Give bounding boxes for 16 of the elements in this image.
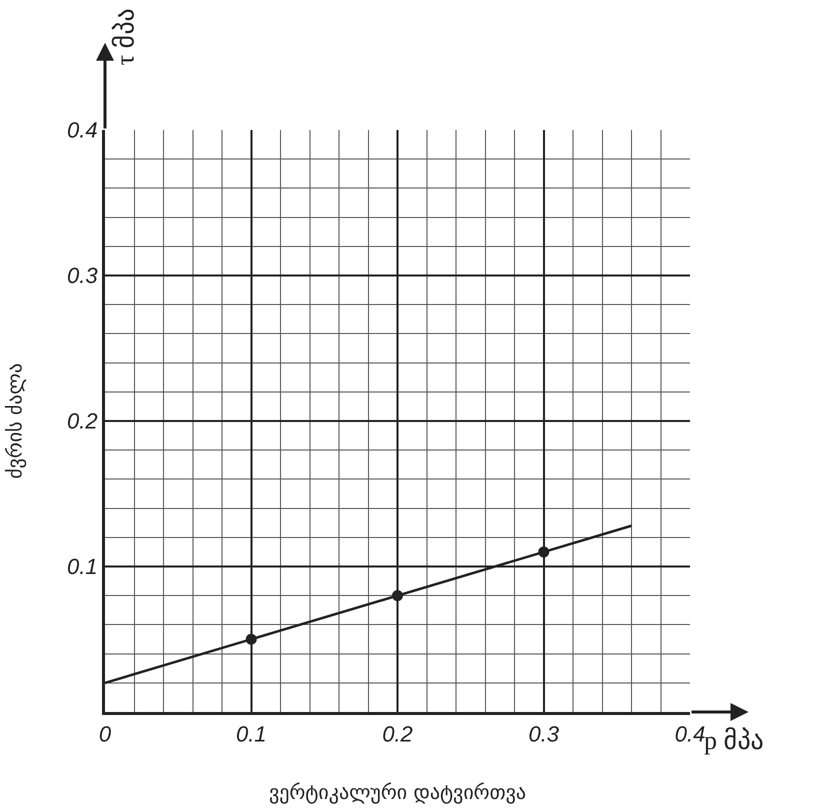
text: τ მპა	[110, 8, 140, 66]
x-tick-label: 0.4	[674, 721, 706, 746]
y-axis-title: ძვრის ძალა	[2, 363, 27, 479]
y-tick-label: 0.3	[67, 263, 98, 288]
x-tick-label: 0.1	[236, 721, 267, 746]
x-tick-label: 0.3	[528, 721, 560, 746]
point	[392, 590, 403, 602]
point	[246, 634, 257, 645]
y-tick-label: 0.4	[67, 118, 98, 143]
x-tick-label: 0.2	[382, 721, 413, 746]
y-tick-label: 0.2	[67, 408, 98, 434]
point	[538, 546, 550, 558]
text: p მპა	[704, 726, 764, 755]
y-tick-label: 0.1	[67, 554, 98, 580]
x-tick-label: 0	[98, 721, 112, 746]
x-axis-title: ვერტიკალური დატვირთვა	[268, 780, 526, 804]
